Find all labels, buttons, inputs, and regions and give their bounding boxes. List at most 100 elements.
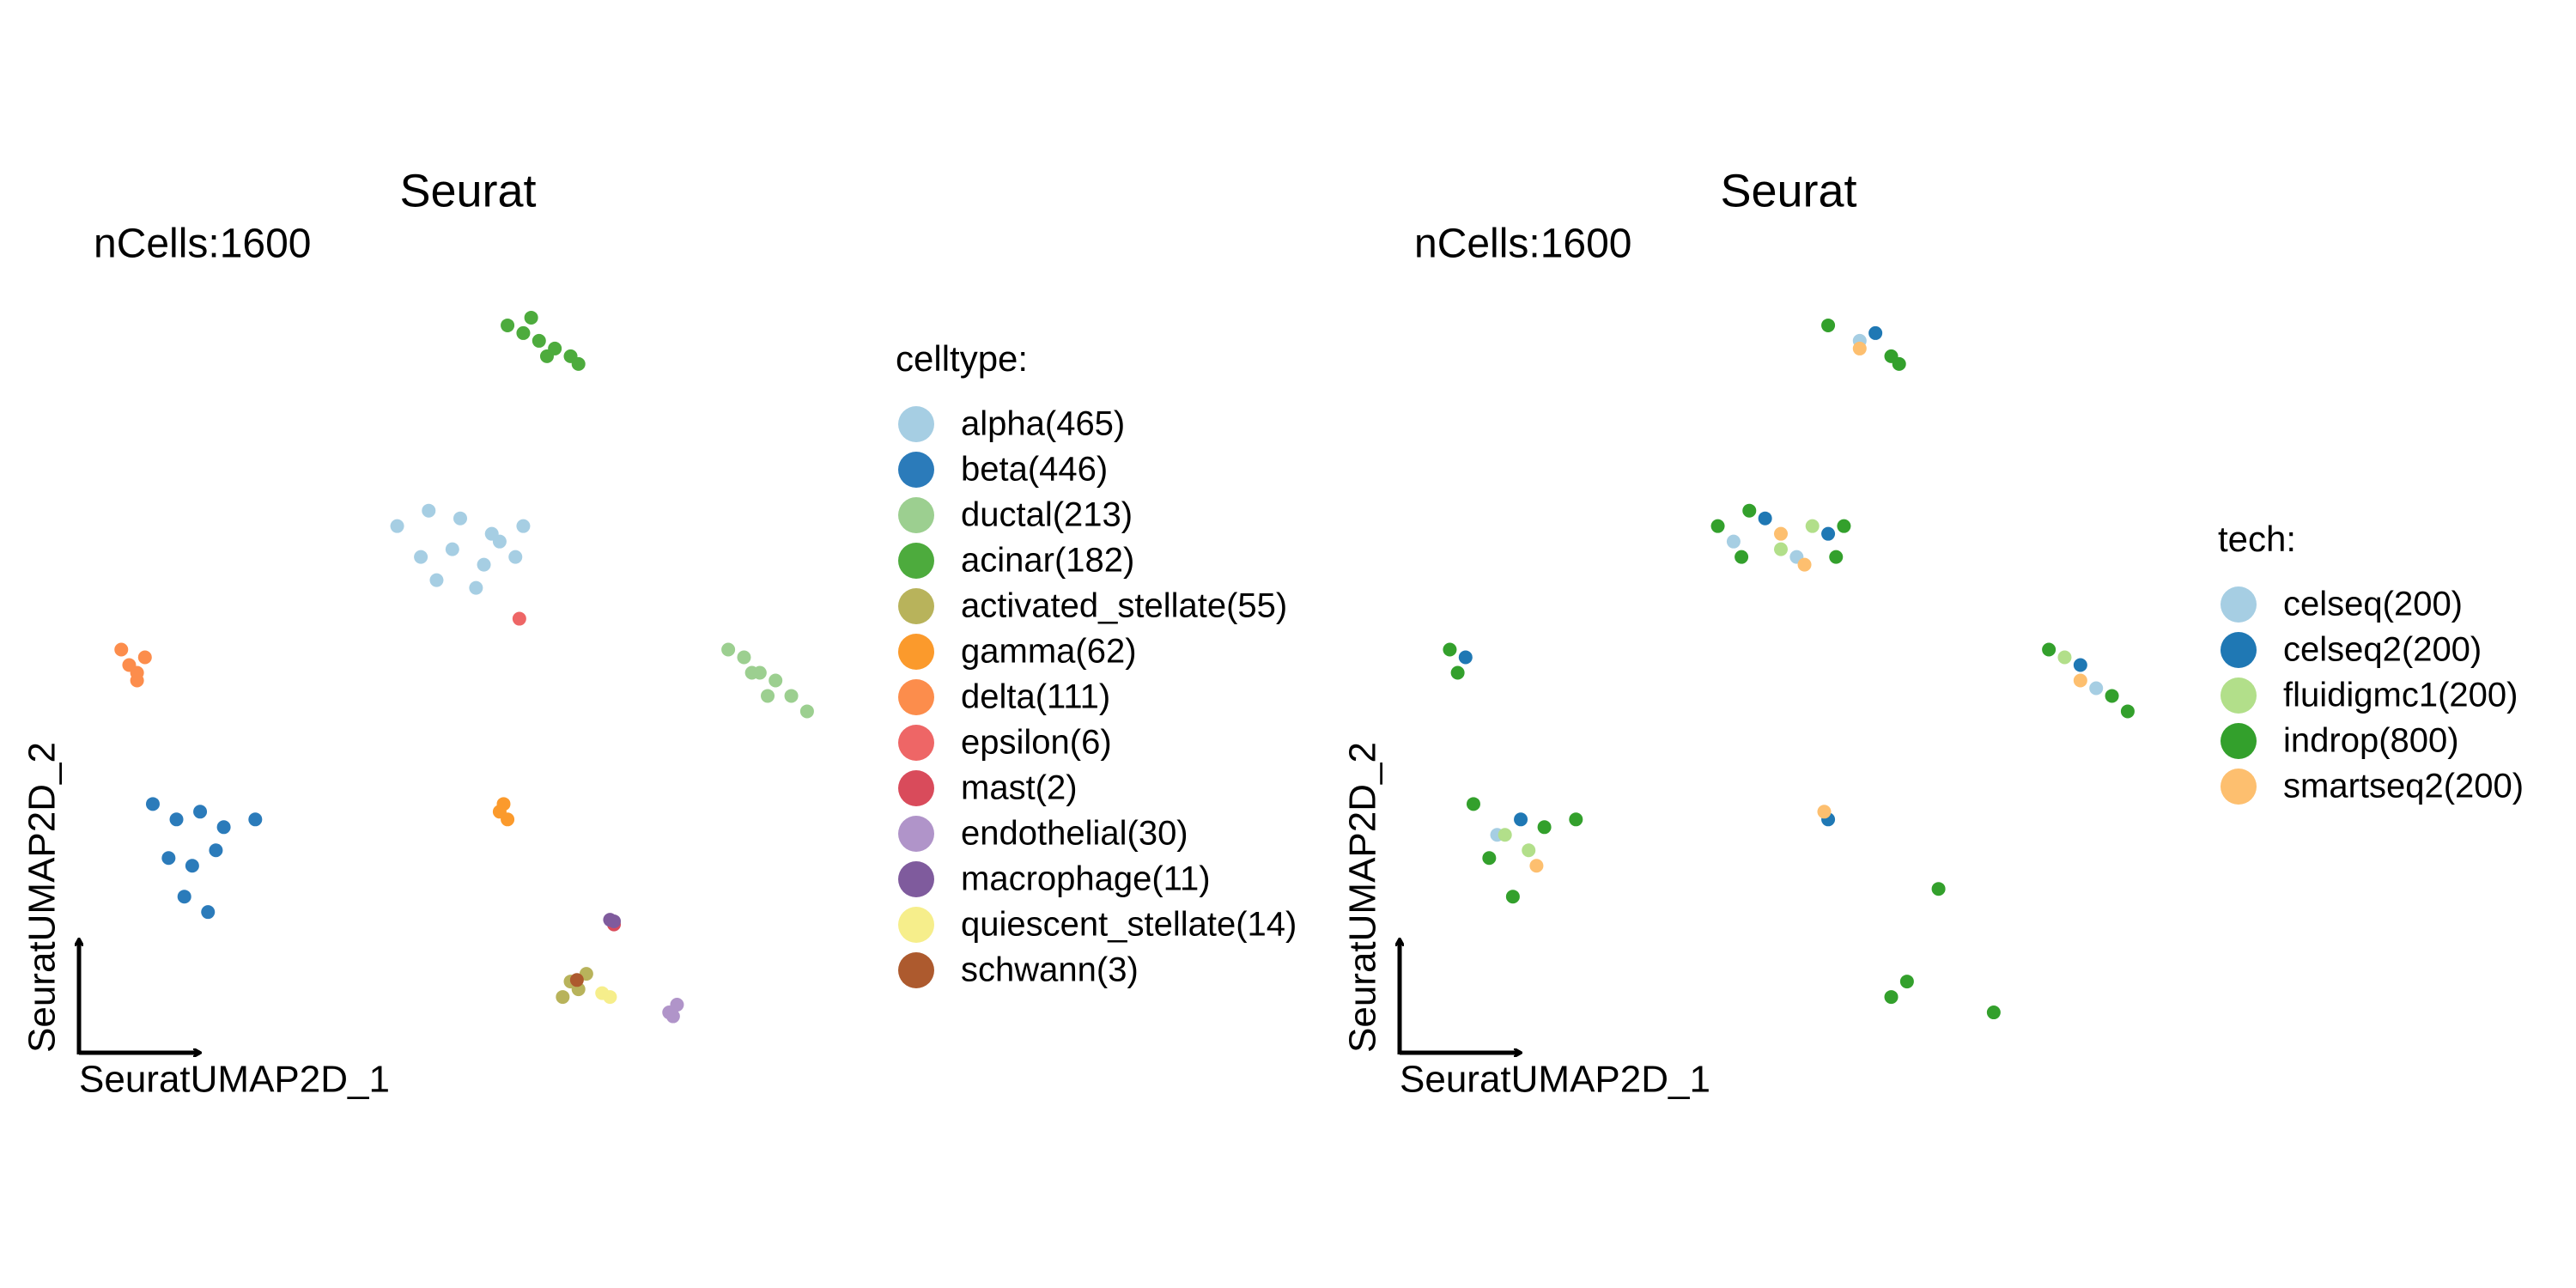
point bbox=[469, 580, 483, 595]
point bbox=[414, 550, 428, 564]
point bbox=[1986, 1005, 2001, 1020]
point bbox=[1458, 650, 1473, 665]
chart-title: Seurat bbox=[1720, 165, 1856, 216]
point bbox=[1852, 341, 1867, 355]
point bbox=[422, 503, 436, 518]
point bbox=[1899, 975, 1914, 989]
legend-marker bbox=[898, 452, 934, 488]
legend-label: epsilon(6) bbox=[961, 724, 1112, 762]
legend-marker bbox=[2221, 723, 2257, 759]
point bbox=[1514, 812, 1528, 827]
point bbox=[209, 843, 223, 858]
point bbox=[1797, 557, 1812, 572]
point bbox=[114, 642, 129, 657]
point bbox=[429, 573, 444, 587]
subtitle: nCells:1600 bbox=[1414, 222, 1632, 267]
legend-marker bbox=[898, 497, 934, 533]
chart-title: Seurat bbox=[399, 165, 536, 216]
legend-label: celseq(200) bbox=[2283, 586, 2463, 623]
point bbox=[185, 859, 199, 873]
point bbox=[453, 511, 467, 526]
point bbox=[1829, 550, 1844, 564]
legend-label: alpha(465) bbox=[961, 405, 1125, 443]
point bbox=[571, 356, 586, 371]
point bbox=[1821, 526, 1836, 541]
point bbox=[1505, 890, 1520, 904]
point bbox=[2120, 704, 2135, 719]
legend-marker bbox=[898, 952, 934, 988]
point bbox=[2105, 689, 2119, 703]
point bbox=[769, 673, 783, 688]
point bbox=[501, 812, 515, 827]
legend-marker bbox=[898, 543, 934, 579]
legend-label: schwann(3) bbox=[961, 951, 1139, 989]
point bbox=[445, 542, 459, 556]
legend-label: ductal(213) bbox=[961, 496, 1133, 534]
point bbox=[1774, 542, 1788, 556]
point bbox=[1817, 805, 1832, 819]
point bbox=[161, 851, 176, 866]
point bbox=[1735, 550, 1749, 564]
point bbox=[1466, 797, 1480, 811]
legend-marker bbox=[898, 725, 934, 761]
legend-label: beta(446) bbox=[961, 451, 1108, 489]
legend-marker bbox=[898, 861, 934, 897]
point bbox=[2042, 642, 2057, 657]
x-axis-label: SeuratUMAP2D_1 bbox=[79, 1059, 390, 1101]
subtitle: nCells:1600 bbox=[94, 222, 312, 267]
point bbox=[137, 650, 152, 665]
point bbox=[556, 990, 570, 1005]
point bbox=[2073, 673, 2087, 688]
point bbox=[569, 973, 584, 987]
point bbox=[1884, 990, 1899, 1005]
legend-label: delta(111) bbox=[961, 678, 1110, 716]
point bbox=[2057, 650, 2072, 665]
point bbox=[177, 890, 191, 904]
legend-title: celltype: bbox=[896, 338, 1028, 379]
legend-label: quiescent_stellate(14) bbox=[961, 906, 1297, 944]
legend-marker bbox=[898, 634, 934, 670]
point bbox=[1569, 812, 1583, 827]
point bbox=[1931, 882, 1946, 896]
point bbox=[607, 914, 622, 928]
point bbox=[508, 550, 523, 564]
legend-label: celseq2(200) bbox=[2283, 631, 2482, 669]
point bbox=[201, 905, 216, 920]
point bbox=[721, 642, 736, 657]
legend-label: mast(2) bbox=[961, 769, 1078, 807]
point bbox=[1742, 503, 1757, 518]
point bbox=[1774, 526, 1788, 541]
point bbox=[761, 689, 775, 703]
legend-marker bbox=[898, 406, 934, 442]
legend-marker bbox=[898, 907, 934, 943]
legend-label: macrophage(11) bbox=[961, 860, 1211, 898]
point bbox=[539, 349, 554, 363]
point bbox=[532, 333, 546, 348]
point bbox=[501, 318, 515, 332]
legend-marker bbox=[898, 588, 934, 624]
legend-marker bbox=[898, 770, 934, 806]
legend-title: tech: bbox=[2218, 519, 2296, 559]
point bbox=[477, 557, 491, 572]
point bbox=[1805, 519, 1820, 533]
point bbox=[516, 325, 531, 340]
y-axis-label: SeuratUMAP2D_2 bbox=[21, 742, 64, 1053]
legend-marker bbox=[898, 679, 934, 715]
point bbox=[496, 797, 511, 811]
legend-label: smartseq2(200) bbox=[2283, 768, 2524, 805]
point bbox=[193, 805, 208, 819]
point bbox=[1892, 356, 1906, 371]
x-axis-label: SeuratUMAP2D_1 bbox=[1400, 1059, 1710, 1101]
point bbox=[2073, 658, 2087, 672]
point bbox=[516, 519, 531, 533]
point bbox=[145, 797, 160, 811]
point bbox=[524, 310, 538, 325]
point bbox=[2089, 681, 2104, 696]
point bbox=[603, 990, 617, 1005]
point bbox=[1482, 851, 1497, 866]
legend-marker bbox=[2221, 677, 2257, 714]
point bbox=[1837, 519, 1851, 533]
point bbox=[1710, 519, 1725, 533]
